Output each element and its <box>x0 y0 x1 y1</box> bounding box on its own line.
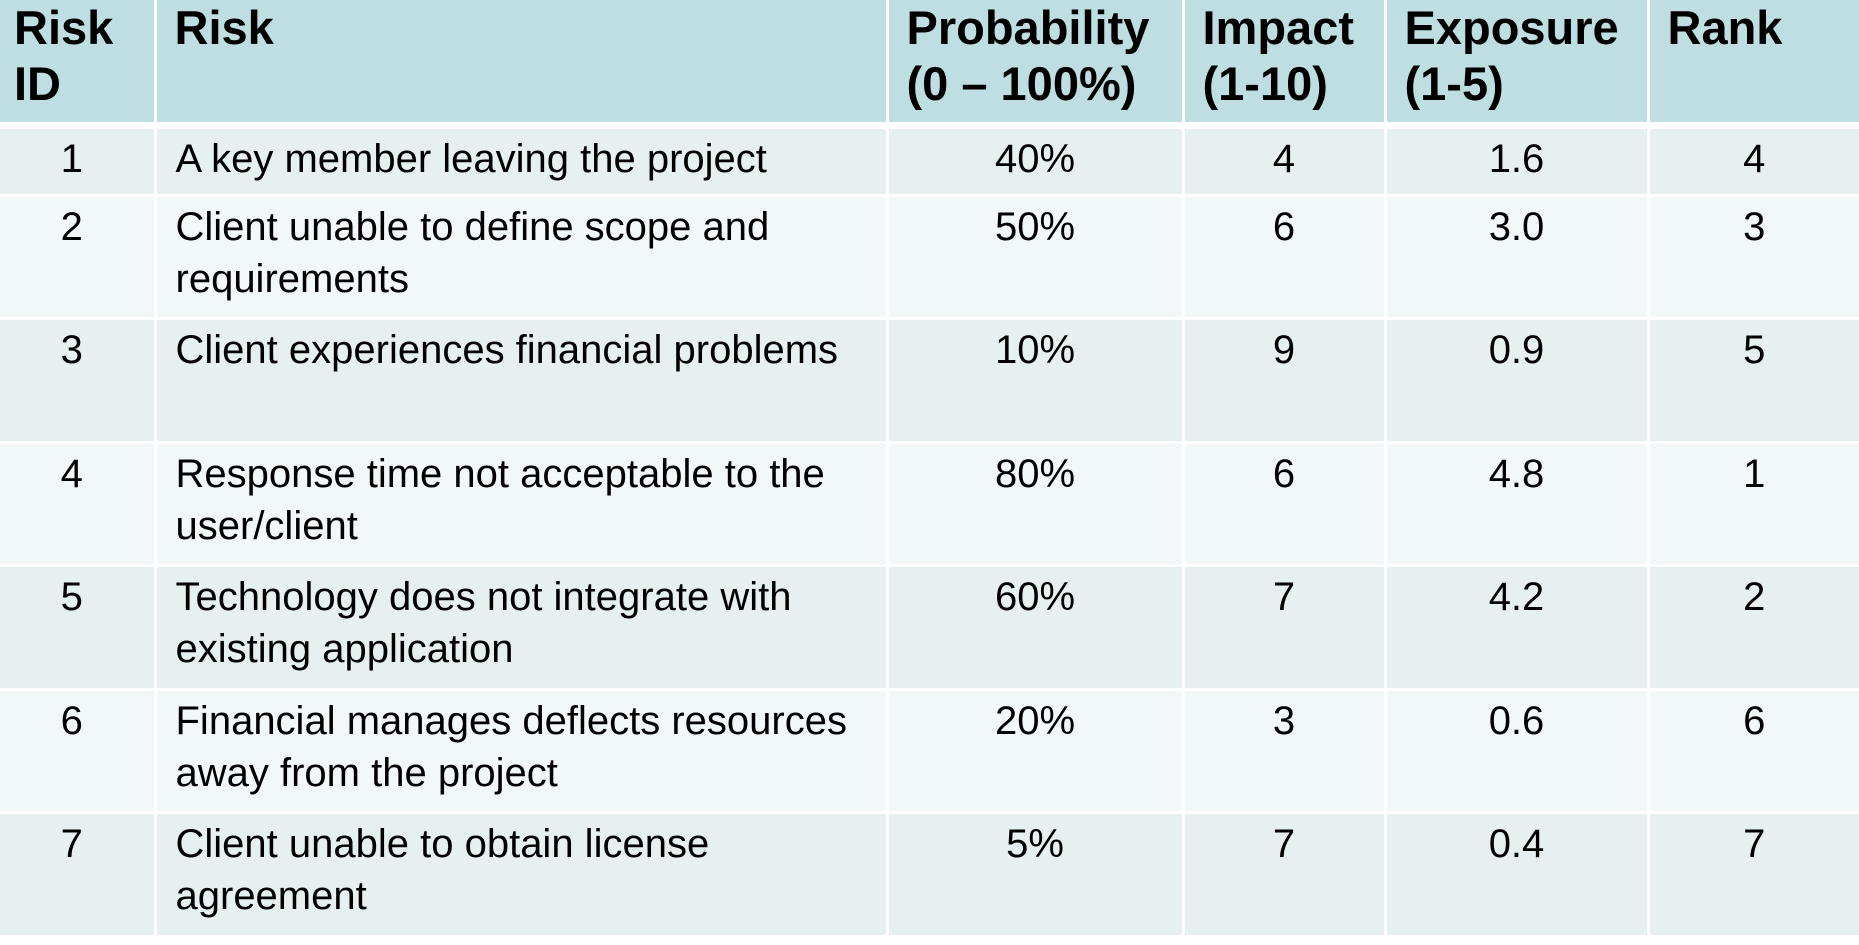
table-row: 6 Financial manages deflects resources a… <box>0 689 1859 814</box>
impact-cell: 7 <box>1183 565 1387 691</box>
risk-description-cell: Financial manages deflects resources awa… <box>155 689 889 814</box>
header-rank: Rank <box>1648 0 1859 129</box>
exposure-cell: 4.2 <box>1385 565 1650 691</box>
risk-id-cell: 5 <box>0 565 157 691</box>
header-risk-id: Risk ID <box>0 0 157 129</box>
table-row: 3 Client experiences financial problems … <box>0 318 1859 444</box>
impact-cell: 6 <box>1183 195 1387 320</box>
risk-id-cell: 6 <box>0 689 157 814</box>
header-risk: Risk <box>155 0 889 129</box>
table-row: 2 Client unable to define scope and requ… <box>0 195 1859 320</box>
risk-description-cell: Client experiences financial problems <box>155 318 889 444</box>
exposure-cell: 0.6 <box>1385 689 1650 814</box>
risk-id-cell: 1 <box>0 125 157 197</box>
risk-description-cell: Technology does not integrate with exist… <box>155 565 889 691</box>
rank-cell: 7 <box>1648 812 1859 938</box>
header-impact: Impact (1-10) <box>1183 0 1387 129</box>
probability-cell: 80% <box>887 442 1185 567</box>
probability-cell: 40% <box>887 125 1185 197</box>
risk-id-cell: 3 <box>0 318 157 444</box>
table-body: 1 A key member leaving the project 40% 4… <box>0 125 1859 938</box>
exposure-cell: 3.0 <box>1385 195 1650 320</box>
exposure-cell: 0.4 <box>1385 812 1650 938</box>
table-row: 1 A key member leaving the project 40% 4… <box>0 125 1859 197</box>
risk-description-cell: A key member leaving the project <box>155 125 889 197</box>
exposure-cell: 4.8 <box>1385 442 1650 567</box>
risk-description-cell: Response time not acceptable to the user… <box>155 442 889 567</box>
table-header: Risk ID Risk Probability (0 – 100%) Impa… <box>0 0 1859 129</box>
rank-cell: 5 <box>1648 318 1859 444</box>
impact-cell: 9 <box>1183 318 1387 444</box>
table-row: 7 Client unable to obtain license agreem… <box>0 812 1859 938</box>
probability-cell: 50% <box>887 195 1185 320</box>
rank-cell: 3 <box>1648 195 1859 320</box>
rank-cell: 4 <box>1648 125 1859 197</box>
exposure-cell: 0.9 <box>1385 318 1650 444</box>
risk-id-cell: 7 <box>0 812 157 938</box>
impact-cell: 3 <box>1183 689 1387 814</box>
risk-id-cell: 2 <box>0 195 157 320</box>
probability-cell: 10% <box>887 318 1185 444</box>
risk-description-cell: Client unable to define scope and requir… <box>155 195 889 320</box>
impact-cell: 7 <box>1183 812 1387 938</box>
risk-id-cell: 4 <box>0 442 157 567</box>
exposure-cell: 1.6 <box>1385 125 1650 197</box>
probability-cell: 60% <box>887 565 1185 691</box>
rank-cell: 6 <box>1648 689 1859 814</box>
rank-cell: 1 <box>1648 442 1859 567</box>
probability-cell: 5% <box>887 812 1185 938</box>
table-row: 5 Technology does not integrate with exi… <box>0 565 1859 691</box>
header-row: Risk ID Risk Probability (0 – 100%) Impa… <box>0 0 1859 129</box>
rank-cell: 2 <box>1648 565 1859 691</box>
impact-cell: 6 <box>1183 442 1387 567</box>
header-probability: Probability (0 – 100%) <box>887 0 1185 129</box>
impact-cell: 4 <box>1183 125 1387 197</box>
probability-cell: 20% <box>887 689 1185 814</box>
table-row: 4 Response time not acceptable to the us… <box>0 442 1859 567</box>
header-exposure: Exposure (1-5) <box>1385 0 1650 129</box>
risk-description-cell: Client unable to obtain license agreemen… <box>155 812 889 938</box>
